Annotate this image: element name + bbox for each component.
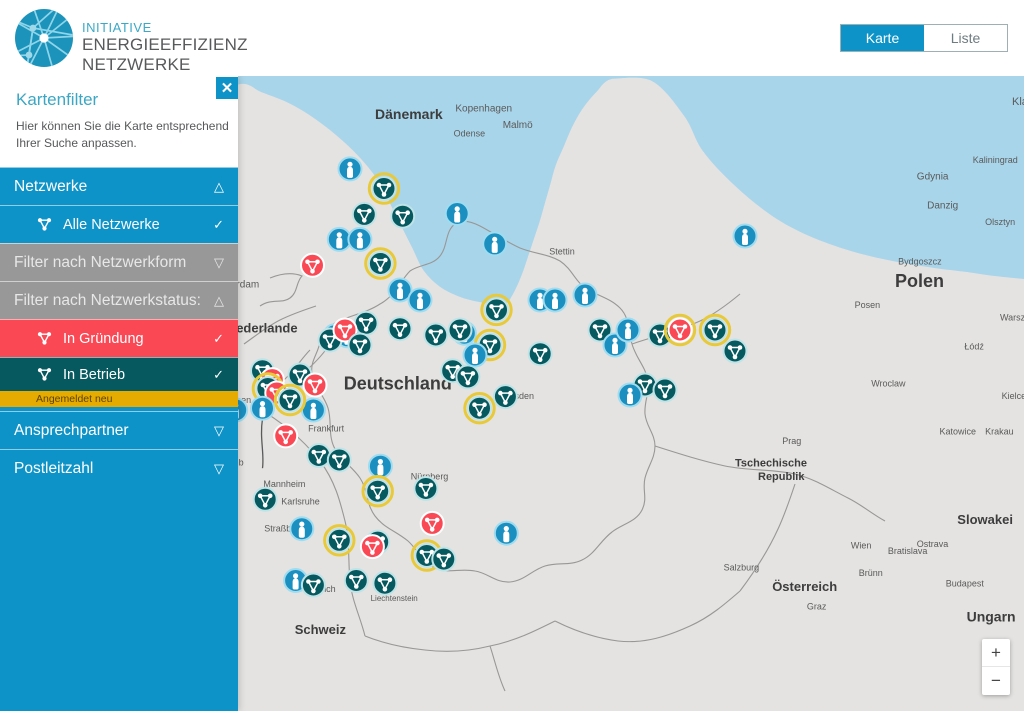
svg-text:Ungarn: Ungarn <box>967 608 1016 624</box>
svg-text:Brünn: Brünn <box>859 568 883 578</box>
svg-text:Bydgoszcz: Bydgoszcz <box>898 256 942 266</box>
svg-text:Tschechische: Tschechische <box>735 458 807 470</box>
svg-text:Mannheim: Mannheim <box>263 479 305 489</box>
svg-text:Karlsruhe: Karlsruhe <box>281 497 320 507</box>
svg-text:Kopenhagen: Kopenhagen <box>455 104 512 115</box>
svg-text:Katowice: Katowice <box>940 426 977 436</box>
svg-text:Salzburg: Salzburg <box>724 562 760 572</box>
svg-text:Odense: Odense <box>454 129 486 139</box>
svg-text:Krakau: Krakau <box>985 426 1014 436</box>
svg-text:Österreich: Österreich <box>772 579 837 594</box>
svg-text:Malmö: Malmö <box>503 120 533 131</box>
svg-text:Deutschland: Deutschland <box>344 373 452 393</box>
svg-text:Prag: Prag <box>782 436 801 446</box>
svg-text:Łódź: Łódź <box>964 341 984 351</box>
svg-text:Stettin: Stettin <box>549 247 575 257</box>
svg-text:Schweiz: Schweiz <box>295 622 347 637</box>
svg-text:Slowakei: Slowakei <box>957 512 1013 527</box>
svg-text:Gdynia: Gdynia <box>917 172 949 183</box>
svg-text:Olsztyn: Olsztyn <box>985 217 1015 227</box>
svg-text:Danzig: Danzig <box>927 200 958 211</box>
svg-text:Klai: Klai <box>1012 96 1024 108</box>
svg-text:Bratislava: Bratislava <box>888 546 928 556</box>
svg-text:Kielce: Kielce <box>1002 391 1024 401</box>
svg-text:Polen: Polen <box>895 271 944 291</box>
svg-text:Frankfurt: Frankfurt <box>308 423 345 433</box>
svg-text:Republik: Republik <box>758 471 805 483</box>
svg-text:Wroclaw: Wroclaw <box>871 379 906 389</box>
svg-text:Warsz: Warsz <box>1000 312 1024 322</box>
svg-text:Wien: Wien <box>851 541 872 551</box>
svg-text:Budapest: Budapest <box>946 579 985 589</box>
svg-text:Posen: Posen <box>855 300 881 310</box>
svg-text:Liechtenstein: Liechtenstein <box>371 594 418 603</box>
svg-text:Dänemark: Dänemark <box>375 106 443 122</box>
svg-text:Kaliningrad: Kaliningrad <box>973 155 1018 165</box>
svg-text:Graz: Graz <box>807 602 827 612</box>
